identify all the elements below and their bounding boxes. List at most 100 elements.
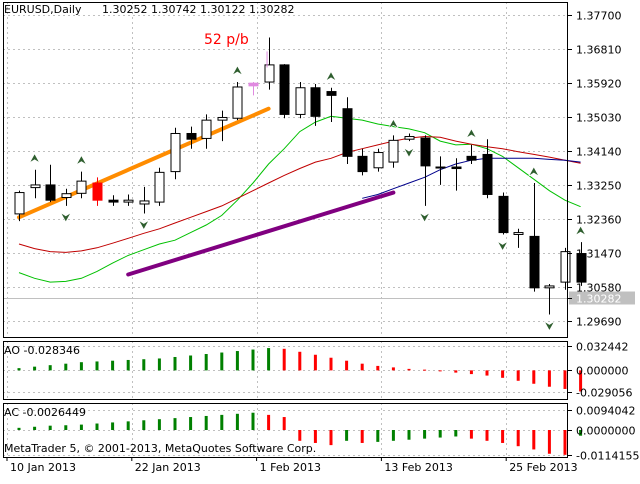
ao-bar xyxy=(126,359,130,371)
ac-bar xyxy=(501,430,505,443)
last-price-label: 1.30282 xyxy=(576,293,622,306)
ac-bar xyxy=(423,430,427,439)
ao-bar xyxy=(423,369,427,371)
candle-bull xyxy=(14,192,25,215)
candle-bull xyxy=(61,193,72,199)
candle-bull xyxy=(76,180,87,194)
ac-tick-label: -0.0114155 xyxy=(576,450,639,463)
ao-bar xyxy=(532,370,536,384)
price-tick-label: 1.32360 xyxy=(576,214,622,227)
ao-tick-label: -0.029056 xyxy=(576,387,632,400)
ao-histogram xyxy=(17,348,583,392)
candle-bull xyxy=(373,152,384,169)
ac-bar xyxy=(267,414,271,430)
ac-bar xyxy=(407,430,411,440)
ac-bar xyxy=(485,430,489,441)
trend-line-purple xyxy=(126,190,396,277)
candle-bear xyxy=(451,166,462,170)
candle-bear xyxy=(108,199,119,203)
ao-bar xyxy=(407,368,411,371)
ac-histogram xyxy=(17,412,583,455)
pane-frame xyxy=(3,2,568,338)
candle-bear xyxy=(279,64,290,115)
price-tick-label: 1.29690 xyxy=(576,316,622,329)
ao-bar xyxy=(142,359,146,371)
ao-bar xyxy=(235,351,239,371)
candle-bear xyxy=(186,132,197,140)
candle-bull xyxy=(404,136,415,140)
ac-bar xyxy=(438,430,442,438)
ac-bar xyxy=(391,430,395,441)
ao-bar xyxy=(282,348,286,371)
fractal-down-arrow xyxy=(543,320,556,332)
trend-line-orange xyxy=(17,106,271,220)
ao-bar xyxy=(189,355,193,371)
candle-bull xyxy=(201,119,212,139)
ac-bar xyxy=(142,420,146,430)
ac-bar xyxy=(17,427,21,430)
candle-bull xyxy=(170,132,181,173)
ac-bar xyxy=(345,430,349,441)
price-tick-label: 1.34140 xyxy=(576,146,622,159)
candle-bear xyxy=(498,195,509,234)
price-tick-label: 1.35920 xyxy=(576,78,622,91)
price-tick-label: 1.33250 xyxy=(576,180,622,193)
candle-bull xyxy=(123,199,134,203)
ac-bar xyxy=(33,426,37,430)
ac-bar xyxy=(220,414,224,430)
fractal-down-arrow xyxy=(403,147,415,158)
candle-bear xyxy=(342,108,353,157)
ac-bar xyxy=(532,430,536,450)
candle-bull xyxy=(295,87,306,115)
ac-bar xyxy=(563,430,567,455)
last-price-box xyxy=(569,291,635,305)
ao-bar xyxy=(313,354,317,371)
ao-bar xyxy=(267,348,271,371)
fractal-up-arrow xyxy=(574,225,587,236)
ma-line-red xyxy=(18,135,581,253)
ac-bar xyxy=(111,422,115,430)
ao-bar xyxy=(157,358,161,371)
candle-bear xyxy=(466,155,477,161)
pane-frame xyxy=(3,341,568,400)
ac-bar xyxy=(360,430,364,443)
date-tick-label: 13 Feb 2013 xyxy=(384,461,452,474)
ao-tick-label: 0.032442 xyxy=(576,341,629,354)
candle-bear xyxy=(576,253,587,283)
candle-bull xyxy=(154,171,165,203)
fractal-up-arrow xyxy=(325,71,337,82)
ac-bar xyxy=(189,417,193,430)
ac-bar xyxy=(313,430,317,443)
fractal-down-arrow xyxy=(496,240,509,252)
price-tick-label: 1.36810 xyxy=(576,44,622,57)
ac-bar xyxy=(454,430,458,437)
candle-bull xyxy=(30,184,41,189)
ac-bar xyxy=(376,430,380,442)
ac-bar xyxy=(173,418,177,430)
candles xyxy=(14,37,587,315)
chart-ohlc: 1.30252 1.30742 1.30122 1.30282 xyxy=(102,3,294,16)
ac-bar xyxy=(79,424,83,430)
ac-bar xyxy=(126,421,130,430)
price-tick-label: 1.30580 xyxy=(576,282,622,295)
candle-bull xyxy=(264,64,275,83)
ao-bar xyxy=(251,349,255,371)
price-tick-label: 1.31470 xyxy=(576,248,622,261)
ac-bar xyxy=(204,415,208,430)
pane-frame xyxy=(3,403,568,458)
chart-grid xyxy=(3,2,568,457)
candle-bull xyxy=(217,116,228,121)
fractal-up-arrow xyxy=(387,118,400,130)
fractal-up-arrow xyxy=(527,166,540,177)
ao-bar xyxy=(376,365,380,371)
ao-label: AO -0.028346 xyxy=(4,344,80,357)
ao-bar xyxy=(438,370,442,372)
ao-value: -0.028346 xyxy=(24,344,80,357)
ao-bar xyxy=(563,370,567,389)
ao-bar xyxy=(391,367,395,371)
ao-bar xyxy=(17,368,21,371)
candle-bear xyxy=(420,137,431,167)
ao-bar xyxy=(547,370,551,387)
ac-tick-label: 0.0094042 xyxy=(576,405,636,418)
ac-bar xyxy=(95,423,99,430)
